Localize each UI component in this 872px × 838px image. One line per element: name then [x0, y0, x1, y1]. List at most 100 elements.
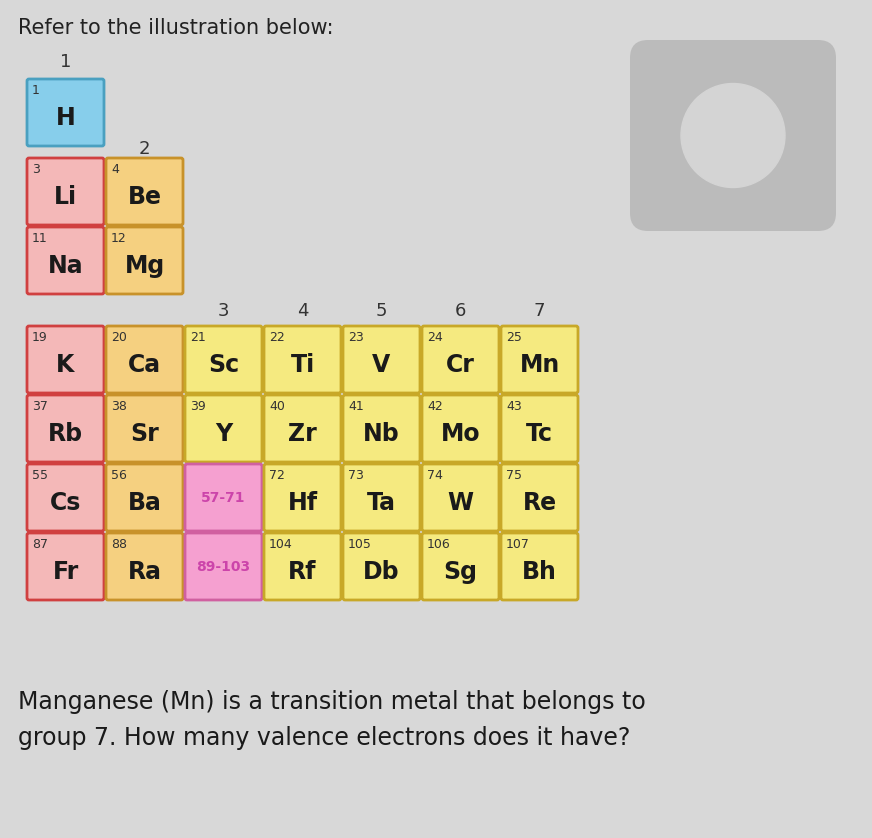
Text: Rf: Rf	[289, 560, 317, 584]
Text: Hf: Hf	[288, 491, 317, 515]
Text: 3: 3	[218, 302, 229, 320]
Text: 23: 23	[348, 331, 364, 344]
FancyBboxPatch shape	[501, 464, 578, 531]
Text: 107: 107	[506, 538, 530, 551]
Text: 56: 56	[111, 469, 126, 482]
Text: 21: 21	[190, 331, 206, 344]
Text: Ra: Ra	[127, 560, 161, 584]
FancyBboxPatch shape	[264, 533, 341, 600]
Text: 1: 1	[32, 84, 40, 97]
FancyBboxPatch shape	[630, 40, 836, 231]
Text: 87: 87	[32, 538, 48, 551]
Text: Fr: Fr	[52, 560, 78, 584]
Text: 4: 4	[296, 302, 308, 320]
FancyBboxPatch shape	[501, 395, 578, 462]
Text: Db: Db	[363, 560, 400, 584]
FancyBboxPatch shape	[343, 326, 420, 393]
FancyBboxPatch shape	[106, 533, 183, 600]
Text: Ti: Ti	[290, 353, 315, 377]
Text: 11: 11	[32, 232, 48, 245]
Text: 42: 42	[427, 400, 443, 413]
Text: Ba: Ba	[127, 491, 161, 515]
FancyBboxPatch shape	[422, 533, 499, 600]
FancyBboxPatch shape	[422, 464, 499, 531]
Text: 22: 22	[269, 331, 285, 344]
Text: V: V	[372, 353, 391, 377]
Text: 39: 39	[190, 400, 206, 413]
Text: 72: 72	[269, 469, 285, 482]
Text: Refer to the illustration below:: Refer to the illustration below:	[18, 18, 333, 38]
Text: H: H	[56, 106, 75, 130]
Circle shape	[681, 84, 785, 188]
FancyBboxPatch shape	[27, 158, 104, 225]
Text: Sc: Sc	[208, 353, 239, 377]
Text: Zr: Zr	[288, 422, 317, 446]
FancyBboxPatch shape	[264, 464, 341, 531]
FancyBboxPatch shape	[343, 464, 420, 531]
FancyBboxPatch shape	[106, 464, 183, 531]
Text: 40: 40	[269, 400, 285, 413]
Text: 24: 24	[427, 331, 443, 344]
FancyBboxPatch shape	[343, 395, 420, 462]
FancyBboxPatch shape	[422, 395, 499, 462]
Text: 43: 43	[506, 400, 521, 413]
Text: Nb: Nb	[363, 422, 400, 446]
Text: 1: 1	[60, 53, 72, 71]
Text: 3: 3	[32, 163, 40, 176]
FancyBboxPatch shape	[27, 395, 104, 462]
Text: Ta: Ta	[367, 491, 396, 515]
Text: 6: 6	[455, 302, 467, 320]
Text: K: K	[57, 353, 75, 377]
Text: Tc: Tc	[526, 422, 553, 446]
FancyBboxPatch shape	[27, 326, 104, 393]
Text: 2: 2	[139, 140, 150, 158]
Text: Ca: Ca	[128, 353, 161, 377]
FancyBboxPatch shape	[501, 326, 578, 393]
Text: Bh: Bh	[522, 560, 557, 584]
Text: Sg: Sg	[444, 560, 478, 584]
Text: 75: 75	[506, 469, 522, 482]
Text: 5: 5	[376, 302, 387, 320]
Text: 19: 19	[32, 331, 48, 344]
Text: 57-71: 57-71	[201, 490, 246, 504]
Text: 41: 41	[348, 400, 364, 413]
Text: 73: 73	[348, 469, 364, 482]
FancyBboxPatch shape	[106, 227, 183, 294]
FancyBboxPatch shape	[264, 326, 341, 393]
Text: 12: 12	[111, 232, 126, 245]
Text: 37: 37	[32, 400, 48, 413]
Text: 38: 38	[111, 400, 126, 413]
Text: 25: 25	[506, 331, 521, 344]
Text: 4: 4	[111, 163, 119, 176]
FancyBboxPatch shape	[264, 395, 341, 462]
Text: Re: Re	[522, 491, 556, 515]
FancyBboxPatch shape	[185, 533, 262, 600]
FancyBboxPatch shape	[27, 227, 104, 294]
FancyBboxPatch shape	[422, 326, 499, 393]
Text: Mo: Mo	[440, 422, 480, 446]
FancyBboxPatch shape	[27, 533, 104, 600]
FancyBboxPatch shape	[106, 395, 183, 462]
Text: group 7. How many valence electrons does it have?: group 7. How many valence electrons does…	[18, 726, 630, 750]
Text: 89-103: 89-103	[196, 560, 250, 573]
Text: Rb: Rb	[48, 422, 83, 446]
Text: 106: 106	[427, 538, 451, 551]
Text: Manganese (Mn) is a transition metal that belongs to: Manganese (Mn) is a transition metal tha…	[18, 690, 646, 714]
Text: Cr: Cr	[446, 353, 475, 377]
FancyBboxPatch shape	[501, 533, 578, 600]
Text: 104: 104	[269, 538, 293, 551]
FancyBboxPatch shape	[27, 79, 104, 146]
Text: 105: 105	[348, 538, 371, 551]
FancyBboxPatch shape	[106, 158, 183, 225]
Text: Y: Y	[215, 422, 232, 446]
FancyBboxPatch shape	[27, 464, 104, 531]
Text: Na: Na	[48, 254, 84, 277]
FancyBboxPatch shape	[185, 326, 262, 393]
FancyBboxPatch shape	[106, 326, 183, 393]
Text: 88: 88	[111, 538, 127, 551]
Text: 74: 74	[427, 469, 443, 482]
Text: 20: 20	[111, 331, 126, 344]
Text: Sr: Sr	[130, 422, 159, 446]
Text: Mn: Mn	[520, 353, 560, 377]
Text: Li: Li	[54, 184, 77, 209]
